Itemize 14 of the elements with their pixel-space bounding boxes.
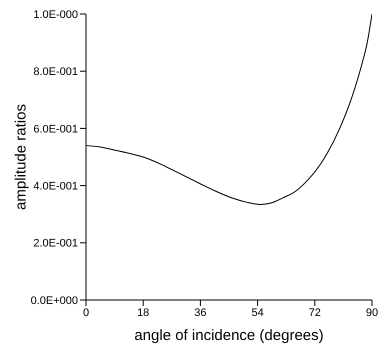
y-tick-label: 8.0E-001: [33, 66, 78, 78]
x-axis-title: angle of incidence (degrees): [134, 327, 324, 344]
y-tick-label: 1.0E-000: [33, 8, 78, 21]
y-tick-label: 2.0E-001: [33, 238, 78, 250]
x-tick-label: 72: [308, 306, 321, 319]
x-tick-label: 36: [194, 306, 207, 319]
x-tick-label: 0: [82, 306, 90, 319]
x-tick-label: 54: [251, 306, 264, 319]
x-tick-label: 90: [366, 306, 378, 319]
y-tick-label: 6.0E-001: [33, 123, 78, 136]
x-tick-label: 18: [137, 306, 150, 319]
y-tick-label: 4.0E-001: [33, 180, 78, 193]
y-tick-label: 0.0E+000: [30, 294, 78, 307]
y-axis-title: amplitude ratios: [12, 104, 30, 210]
